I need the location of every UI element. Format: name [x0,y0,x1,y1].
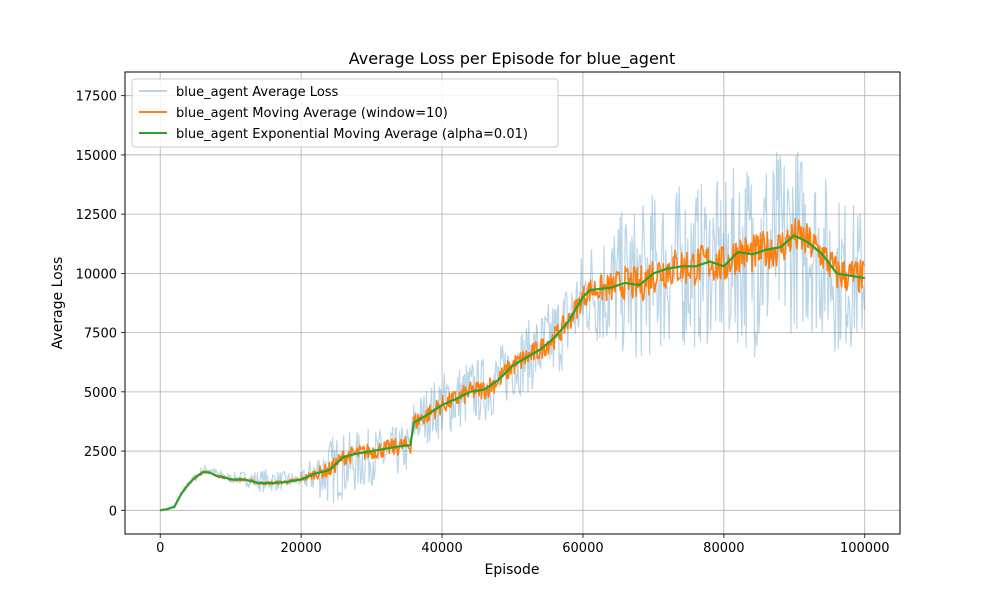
y-tick-label: 2500 [84,445,117,460]
axis-ticks: 0 20000 40000 60000 80000 100000 0 2500 5000 7500… [76,90,890,556]
legend: blue_agent Average Loss blue_agent Movin… [131,78,559,148]
x-tick-label: 0 [156,541,164,556]
legend-label-ema: blue_agent Exponential Moving Average (a… [176,127,528,142]
x-tick-label: 80000 [703,541,744,556]
y-tick-label: 0 [109,504,117,519]
series-line-0 [160,151,866,511]
x-tick-label: 20000 [280,541,321,556]
x-axis-label: Episode [485,562,540,578]
y-axis-label: Average Loss [50,257,66,350]
legend-box [131,78,559,148]
y-tick-label: 10000 [76,267,117,282]
y-tick-label: 17500 [76,90,117,105]
y-tick-label: 5000 [84,386,117,401]
legend-label-moving-average: blue_agent Moving Average (window=10) [176,106,448,121]
series-line-2 [160,234,865,512]
y-tick-label: 12500 [76,208,117,223]
y-tick-label: 7500 [84,327,117,342]
x-tick-label: 40000 [421,541,462,556]
x-tick-label: 60000 [562,541,603,556]
legend-label-raw: blue_agent Average Loss [176,85,339,100]
y-tick-label: 15000 [76,149,117,164]
x-tick-label: 100000 [840,541,890,556]
plot-frame [124,71,901,535]
series-layer [160,151,866,512]
chart-title: Average Loss per Episode for blue_agent [349,49,675,69]
